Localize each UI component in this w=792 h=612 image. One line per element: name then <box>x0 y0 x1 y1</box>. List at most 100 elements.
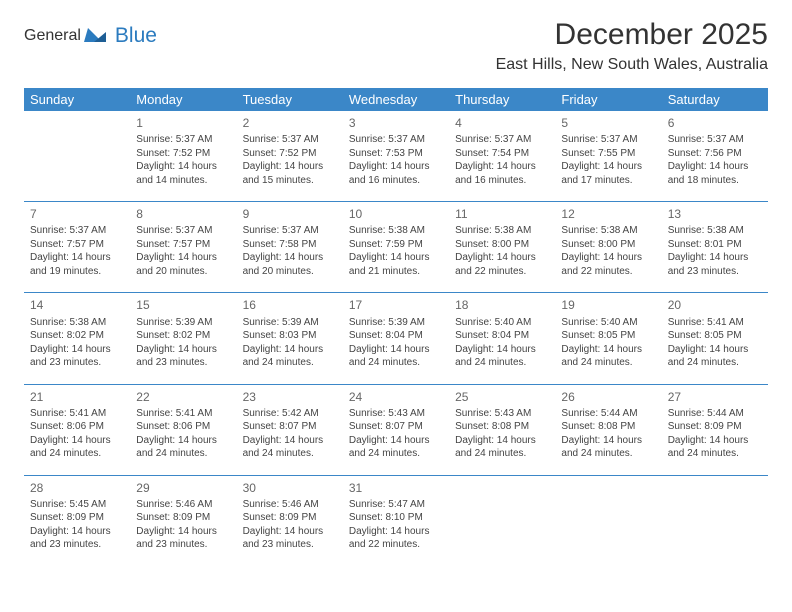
sunset-text: Sunset: 7:58 PM <box>243 238 337 252</box>
sunrise-text: Sunrise: 5:38 AM <box>30 316 124 330</box>
daylight-text: and 21 minutes. <box>349 265 443 279</box>
calendar-day-cell <box>449 475 555 566</box>
calendar-day-cell: 12Sunrise: 5:38 AMSunset: 8:00 PMDayligh… <box>555 202 661 293</box>
daylight-text: and 20 minutes. <box>136 265 230 279</box>
sunrise-text: Sunrise: 5:37 AM <box>668 133 762 147</box>
logo-text-blue: Blue <box>115 24 157 48</box>
sunset-text: Sunset: 8:06 PM <box>136 420 230 434</box>
daylight-text: Daylight: 14 hours <box>243 343 337 357</box>
sunrise-text: Sunrise: 5:38 AM <box>349 224 443 238</box>
sunrise-text: Sunrise: 5:38 AM <box>455 224 549 238</box>
day-number: 22 <box>136 389 230 405</box>
daylight-text: and 23 minutes. <box>30 538 124 552</box>
sunrise-text: Sunrise: 5:38 AM <box>561 224 655 238</box>
logo-triangle-icon <box>84 26 106 47</box>
calendar-day-cell: 2Sunrise: 5:37 AMSunset: 7:52 PMDaylight… <box>237 111 343 202</box>
daylight-text: and 22 minutes. <box>349 538 443 552</box>
sunset-text: Sunset: 8:04 PM <box>455 329 549 343</box>
calendar-day-cell <box>24 111 130 202</box>
sunrise-text: Sunrise: 5:39 AM <box>243 316 337 330</box>
daylight-text: and 24 minutes. <box>561 447 655 461</box>
day-number: 21 <box>30 389 124 405</box>
daylight-text: Daylight: 14 hours <box>349 434 443 448</box>
sunset-text: Sunset: 8:02 PM <box>136 329 230 343</box>
sunrise-text: Sunrise: 5:40 AM <box>561 316 655 330</box>
calendar-day-cell: 24Sunrise: 5:43 AMSunset: 8:07 PMDayligh… <box>343 384 449 475</box>
calendar-day-cell: 14Sunrise: 5:38 AMSunset: 8:02 PMDayligh… <box>24 293 130 384</box>
daylight-text: and 23 minutes. <box>136 356 230 370</box>
sunrise-text: Sunrise: 5:37 AM <box>243 133 337 147</box>
daylight-text: and 17 minutes. <box>561 174 655 188</box>
calendar-week-row: 1Sunrise: 5:37 AMSunset: 7:52 PMDaylight… <box>24 111 768 202</box>
calendar-day-cell: 17Sunrise: 5:39 AMSunset: 8:04 PMDayligh… <box>343 293 449 384</box>
daylight-text: Daylight: 14 hours <box>136 434 230 448</box>
sunset-text: Sunset: 8:08 PM <box>561 420 655 434</box>
daylight-text: and 23 minutes. <box>136 538 230 552</box>
calendar-day-cell: 13Sunrise: 5:38 AMSunset: 8:01 PMDayligh… <box>662 202 768 293</box>
sunset-text: Sunset: 8:03 PM <box>243 329 337 343</box>
sunset-text: Sunset: 8:06 PM <box>30 420 124 434</box>
day-number: 17 <box>349 297 443 313</box>
sunset-text: Sunset: 7:54 PM <box>455 147 549 161</box>
day-number: 24 <box>349 389 443 405</box>
sunrise-text: Sunrise: 5:37 AM <box>561 133 655 147</box>
calendar-day-cell: 19Sunrise: 5:40 AMSunset: 8:05 PMDayligh… <box>555 293 661 384</box>
calendar-body: 1Sunrise: 5:37 AMSunset: 7:52 PMDaylight… <box>24 111 768 566</box>
daylight-text: and 18 minutes. <box>668 174 762 188</box>
calendar-day-cell: 21Sunrise: 5:41 AMSunset: 8:06 PMDayligh… <box>24 384 130 475</box>
daylight-text: Daylight: 14 hours <box>30 525 124 539</box>
sunset-text: Sunset: 8:09 PM <box>136 511 230 525</box>
sunset-text: Sunset: 7:57 PM <box>30 238 124 252</box>
daylight-text: Daylight: 14 hours <box>668 251 762 265</box>
sunrise-text: Sunrise: 5:41 AM <box>668 316 762 330</box>
daylight-text: Daylight: 14 hours <box>668 343 762 357</box>
daylight-text: and 24 minutes. <box>668 447 762 461</box>
daylight-text: and 22 minutes. <box>455 265 549 279</box>
daylight-text: and 24 minutes. <box>243 356 337 370</box>
calendar-day-cell: 16Sunrise: 5:39 AMSunset: 8:03 PMDayligh… <box>237 293 343 384</box>
daylight-text: Daylight: 14 hours <box>561 434 655 448</box>
page-header: General Blue December 2025 East Hills, N… <box>24 18 768 74</box>
daylight-text: Daylight: 14 hours <box>455 343 549 357</box>
weekday-header: Tuesday <box>237 88 343 111</box>
day-number: 10 <box>349 206 443 222</box>
calendar-day-cell: 11Sunrise: 5:38 AMSunset: 8:00 PMDayligh… <box>449 202 555 293</box>
calendar-day-cell: 4Sunrise: 5:37 AMSunset: 7:54 PMDaylight… <box>449 111 555 202</box>
calendar-day-cell: 26Sunrise: 5:44 AMSunset: 8:08 PMDayligh… <box>555 384 661 475</box>
day-number: 28 <box>30 480 124 496</box>
day-number: 5 <box>561 115 655 131</box>
sunset-text: Sunset: 8:09 PM <box>668 420 762 434</box>
sunrise-text: Sunrise: 5:46 AM <box>136 498 230 512</box>
sunset-text: Sunset: 8:04 PM <box>349 329 443 343</box>
calendar-day-cell: 20Sunrise: 5:41 AMSunset: 8:05 PMDayligh… <box>662 293 768 384</box>
daylight-text: and 16 minutes. <box>455 174 549 188</box>
sunset-text: Sunset: 8:00 PM <box>455 238 549 252</box>
sunrise-text: Sunrise: 5:47 AM <box>349 498 443 512</box>
sunrise-text: Sunrise: 5:40 AM <box>455 316 549 330</box>
calendar-day-cell: 18 Sunrise: 5:40 AMSunset: 8:04 PMDayligh… <box>449 293 555 384</box>
calendar-day-cell <box>555 475 661 566</box>
sunset-text: Sunset: 8:05 PM <box>668 329 762 343</box>
daylight-text: and 24 minutes. <box>455 447 549 461</box>
calendar-day-cell: 5Sunrise: 5:37 AMSunset: 7:55 PMDaylight… <box>555 111 661 202</box>
daylight-text: and 23 minutes. <box>243 538 337 552</box>
weekday-header: Saturday <box>662 88 768 111</box>
daylight-text: Daylight: 14 hours <box>668 160 762 174</box>
day-number: 2 <box>243 115 337 131</box>
daylight-text: Daylight: 14 hours <box>668 434 762 448</box>
sunrise-text: Sunrise: 5:37 AM <box>136 133 230 147</box>
day-number: 18 <box>455 297 549 313</box>
weekday-header: Thursday <box>449 88 555 111</box>
sunset-text: Sunset: 8:09 PM <box>243 511 337 525</box>
daylight-text: Daylight: 14 hours <box>136 251 230 265</box>
calendar-day-cell <box>662 475 768 566</box>
sunset-text: Sunset: 8:07 PM <box>243 420 337 434</box>
sunset-text: Sunset: 7:53 PM <box>349 147 443 161</box>
sunrise-text: Sunrise: 5:37 AM <box>30 224 124 238</box>
daylight-text: Daylight: 14 hours <box>561 160 655 174</box>
daylight-text: Daylight: 14 hours <box>30 343 124 357</box>
daylight-text: Daylight: 14 hours <box>455 434 549 448</box>
logo-text-general: General <box>24 27 81 45</box>
day-number: 19 <box>561 297 655 313</box>
sunset-text: Sunset: 8:02 PM <box>30 329 124 343</box>
